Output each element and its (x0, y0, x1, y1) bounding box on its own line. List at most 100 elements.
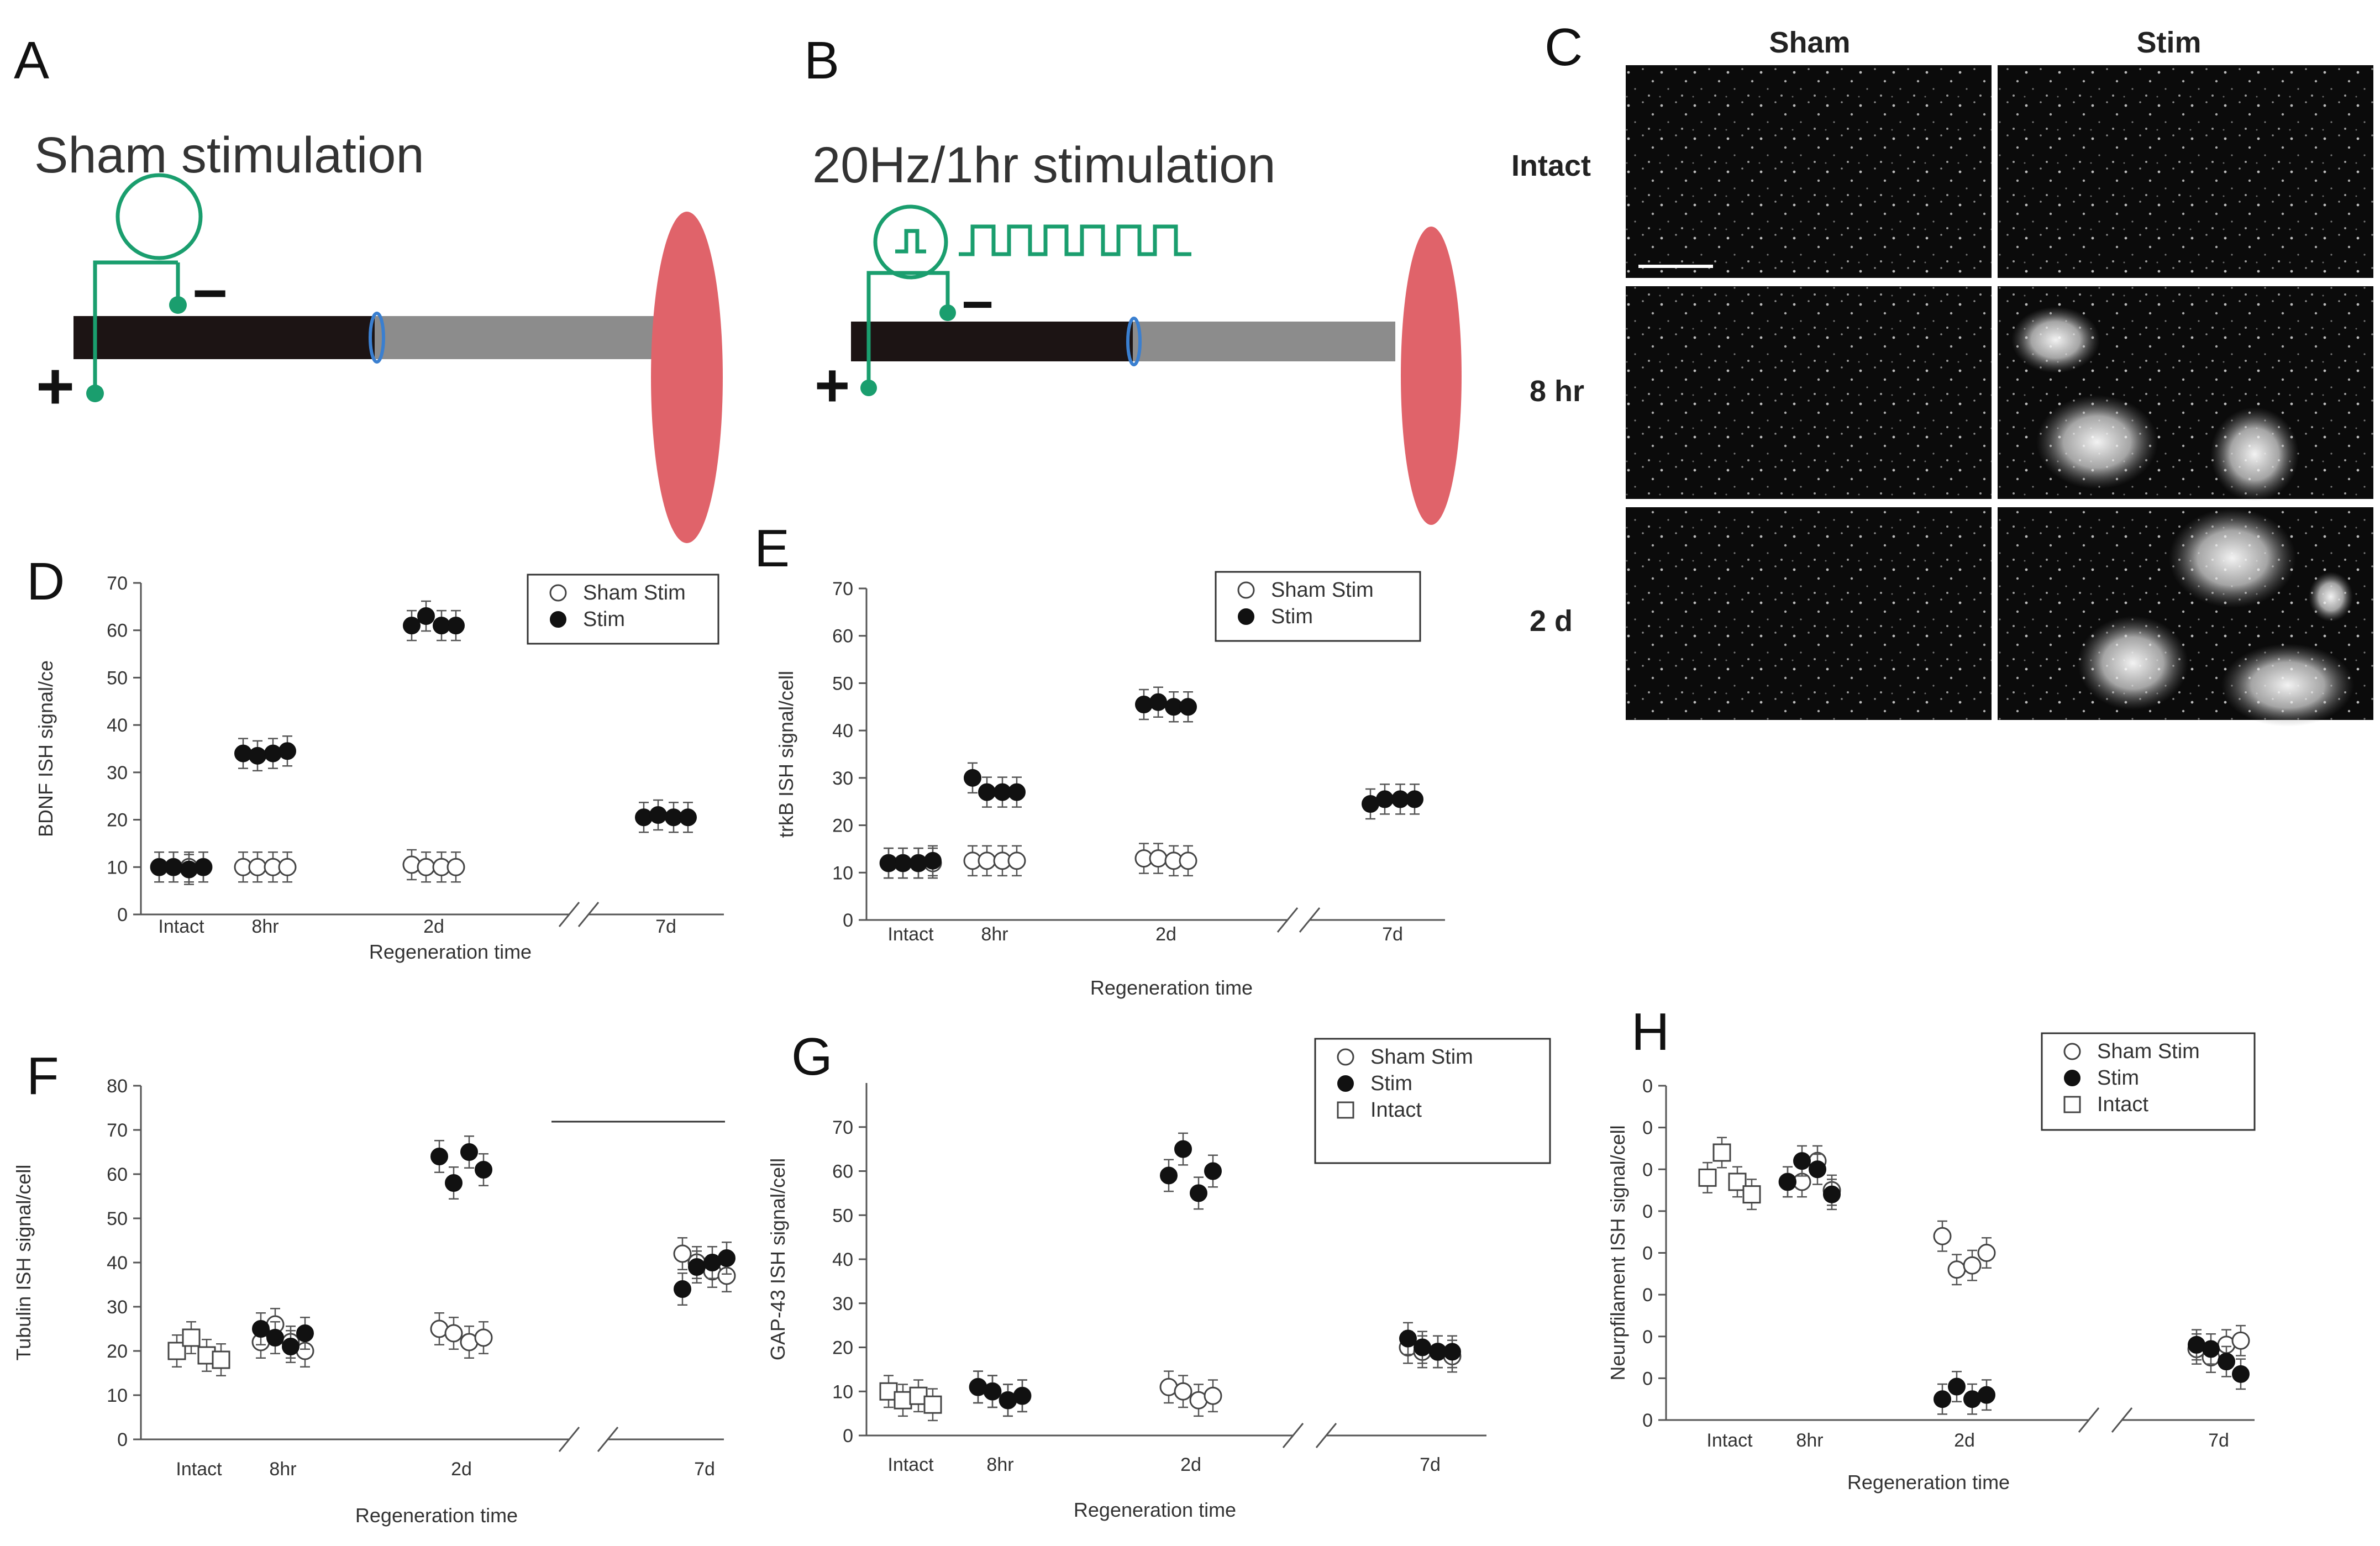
panel-label-g: G (791, 1027, 833, 1086)
data-point (635, 808, 653, 827)
data-point (924, 851, 942, 870)
micrograph-sham-intact (1626, 65, 1992, 278)
x-tick-label: 7d (1382, 924, 1403, 945)
y-tick-label: 70 (107, 1120, 128, 1141)
row-label-2d: 2 d (1530, 604, 1573, 638)
chart-panels: 0 10 20 30 40 50 60 70 Intact 8hr 2d 7d Regeneration… (12, 571, 2256, 1527)
data-point (688, 1258, 706, 1276)
data-point (1933, 1227, 1952, 1245)
target-muscle (651, 212, 723, 543)
legend-marker (2064, 1070, 2080, 1086)
y-tick-label: 60 (832, 1161, 853, 1182)
y-axis-title: BDNF ISH signal/ce (34, 660, 57, 837)
data-point (1406, 790, 1423, 808)
data-point (180, 860, 198, 879)
data-point (978, 851, 996, 870)
data-point (252, 1320, 270, 1338)
y-tick-label: 0 (1642, 1159, 1653, 1180)
data-point (1823, 1185, 1841, 1203)
axis-break-mark (558, 1427, 580, 1452)
x-tick-label: Intact (1706, 1430, 1753, 1451)
y-tick-label: 0 (1642, 1201, 1653, 1222)
y-tick-label: 30 (832, 768, 853, 789)
y-tick-label: 20 (832, 1338, 853, 1359)
data-point (212, 1350, 230, 1369)
data-point (673, 1244, 692, 1263)
legend-label: Sham Stim (1370, 1045, 1473, 1069)
y-tick-label: 80 (107, 1076, 128, 1097)
y-tick-label: 60 (107, 1164, 128, 1185)
y-tick-label: 40 (832, 721, 853, 742)
panel-a: A Sham stimulation + − (14, 31, 723, 543)
data-point (1149, 693, 1167, 711)
data-point (1809, 1160, 1826, 1179)
data-point (2232, 1365, 2250, 1383)
y-tick-label: 40 (832, 1249, 853, 1270)
data-point (1204, 1162, 1222, 1180)
anode-electrode (86, 385, 104, 402)
chart-g: 0 10 20 30 40 50 60 70 Intact 8hr 2d 7d Regeneration… (766, 1038, 1551, 1521)
data-point (679, 808, 697, 827)
x-tick-label: 8hr (981, 924, 1008, 945)
axis-break-mark (1315, 1423, 1337, 1448)
y-tick-label: 10 (832, 863, 853, 884)
distal-nerve (1133, 322, 1395, 361)
data-point (1978, 1386, 1995, 1404)
data-point (1712, 1143, 1731, 1162)
y-tick-label: 0 (117, 905, 128, 926)
y-tick-label: 10 (107, 857, 128, 878)
y-tick-label: 70 (832, 579, 853, 600)
data-point (182, 1328, 201, 1347)
axis-break-mark (597, 1427, 619, 1452)
data-point (1963, 1256, 1982, 1275)
x-axis-title: Regeneration time (355, 1504, 518, 1527)
col-header-stim: Stim (2136, 26, 2201, 59)
x-tick-label: 2d (451, 1459, 472, 1480)
y-tick-label: 60 (832, 626, 853, 647)
data-point (474, 1328, 493, 1347)
legend-label: Intact (1370, 1098, 1422, 1122)
panel-b: B 20Hz/1hr stimulation + − (804, 31, 1462, 525)
row-label-intact: Intact (1511, 149, 1591, 182)
y-tick-label: 30 (832, 1293, 853, 1314)
y-tick-label: 10 (832, 1381, 853, 1402)
proximal-nerve (851, 322, 1133, 361)
data-point (1977, 1244, 1996, 1262)
x-tick-label: 2d (1155, 924, 1176, 945)
legend-label: Sham Stim (2097, 1040, 2200, 1063)
data-point (1414, 1338, 1431, 1356)
chart-d: 0 10 20 30 40 50 60 70 Intact 8hr 2d 7d Regeneration… (34, 573, 724, 963)
data-point (475, 1161, 492, 1179)
cathode-electrode (939, 304, 956, 321)
x-tick-label: 2d (1180, 1454, 1201, 1475)
data-point (1179, 698, 1197, 716)
cathode-electrode (169, 296, 187, 314)
x-tick-label: Intact (176, 1459, 222, 1480)
data-point (1698, 1168, 1717, 1187)
axis-break-mark (1276, 907, 1299, 933)
data-point (417, 607, 435, 625)
y-tick-label: 0 (843, 910, 853, 931)
y-tick-label: 0 (1642, 1118, 1653, 1139)
legend-marker (1238, 608, 1254, 625)
micrograph-sham-8hr (1626, 286, 1992, 499)
data-point (249, 746, 266, 765)
chart-h: 0 0 0 0 0 0 0 0 0 Intact 8hr 2d 7d Regeneration time N… (1606, 1032, 2256, 1494)
y-tick-label: 20 (832, 816, 853, 837)
data-point (234, 744, 252, 763)
y-tick-label: 50 (107, 667, 128, 688)
legend-marker (1337, 1101, 1354, 1119)
axis-break-mark (1299, 907, 1321, 933)
data-point (1149, 849, 1168, 868)
chart-f: 0 10 20 30 40 50 60 70 80 Intact 8hr 2d 7d Regenerati… (12, 1076, 736, 1527)
x-tick-label: 2d (1954, 1430, 1975, 1451)
data-point (445, 1174, 463, 1192)
data-point (195, 858, 212, 876)
legend-marker (549, 584, 567, 602)
data-point (1013, 1387, 1031, 1405)
x-tick-label: 8hr (1796, 1430, 1823, 1451)
x-tick-label: 8hr (986, 1454, 1013, 1475)
legend-label: Stim (1370, 1072, 1412, 1095)
panel-label-d: D (27, 552, 65, 611)
axis-break-mark (2078, 1407, 2100, 1433)
